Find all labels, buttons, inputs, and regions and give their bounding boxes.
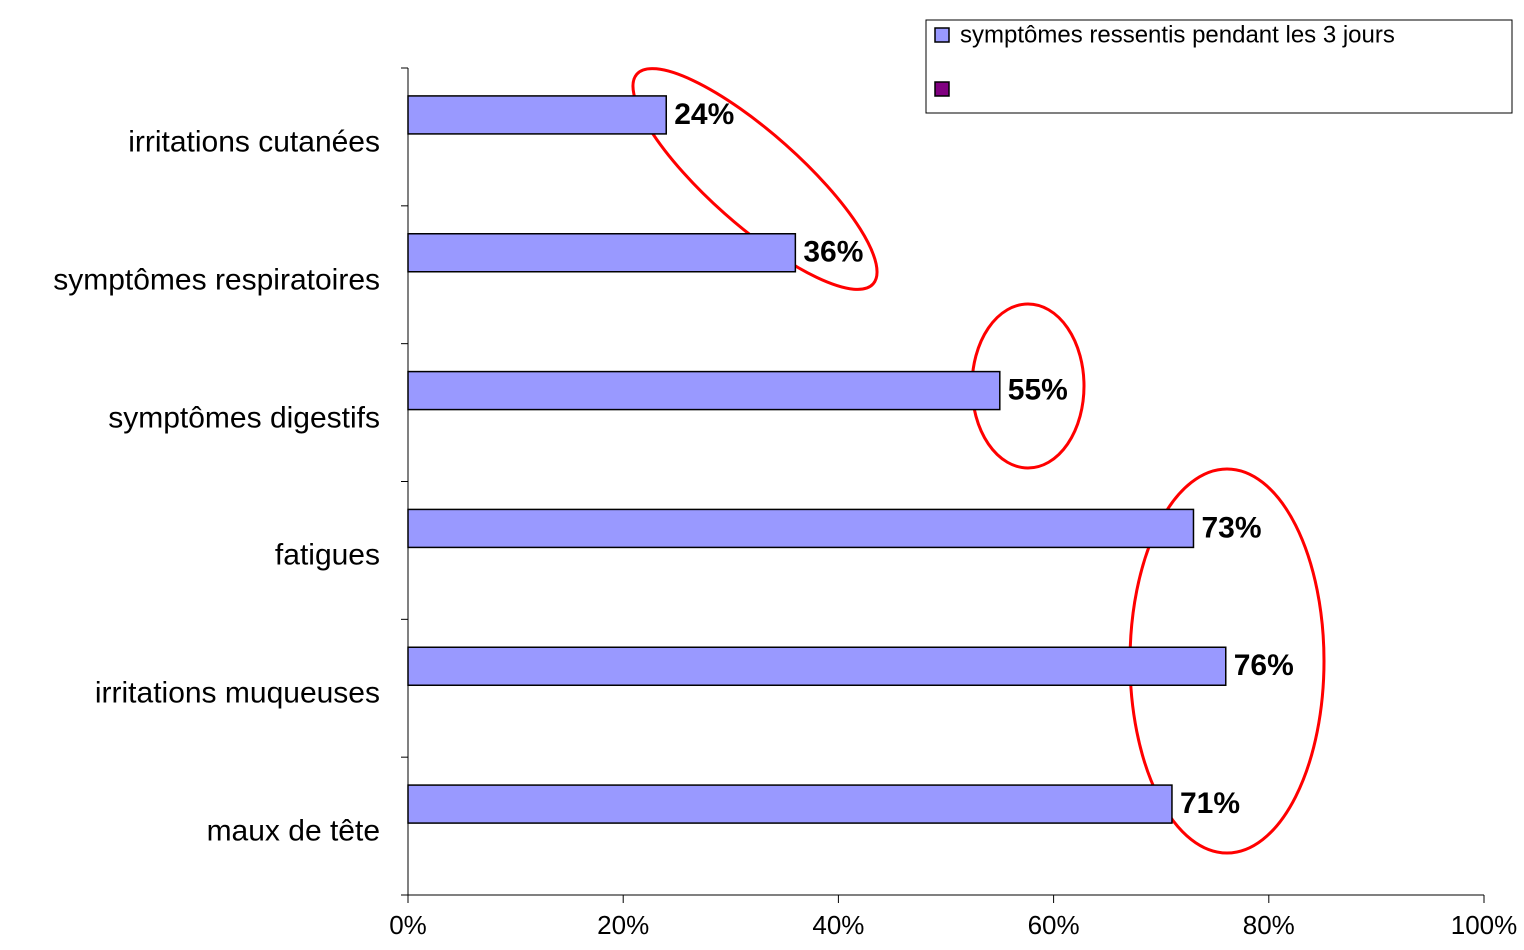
x-tick-label: 0% bbox=[389, 910, 427, 940]
legend-swatch bbox=[934, 81, 950, 97]
data-label: 36% bbox=[803, 236, 863, 269]
y-tick-label: irritations cutanées bbox=[128, 125, 380, 159]
data-label: 76% bbox=[1234, 649, 1294, 682]
highlight-ellipse bbox=[631, 67, 879, 291]
bar bbox=[407, 95, 667, 135]
data-label: 24% bbox=[674, 98, 734, 131]
data-label: 55% bbox=[1008, 374, 1068, 407]
y-tick-label: irritations muqueuses bbox=[94, 676, 380, 710]
y-tick-label: symptômes digestifs bbox=[108, 401, 380, 435]
bar bbox=[407, 233, 797, 273]
x-tick-label: 40% bbox=[812, 910, 864, 940]
x-tick-label: 20% bbox=[597, 910, 649, 940]
legend-box bbox=[925, 19, 1513, 114]
bar bbox=[407, 784, 1173, 824]
data-label: 71% bbox=[1180, 787, 1240, 820]
legend-label: symptômes ressentis pendant les 3 jours bbox=[960, 21, 1395, 48]
x-tick-label: 80% bbox=[1243, 910, 1295, 940]
bar bbox=[407, 646, 1227, 686]
data-label: 73% bbox=[1201, 511, 1261, 544]
y-tick-label: fatigues bbox=[274, 538, 380, 572]
bar bbox=[407, 508, 1195, 549]
legend-swatch bbox=[934, 27, 950, 43]
x-tick-label: 60% bbox=[1028, 910, 1080, 940]
y-tick-label: symptômes respiratoires bbox=[53, 263, 380, 297]
bar bbox=[407, 370, 1001, 411]
x-tick-label: 100% bbox=[1451, 910, 1518, 940]
y-tick-label: maux de tête bbox=[206, 814, 380, 848]
